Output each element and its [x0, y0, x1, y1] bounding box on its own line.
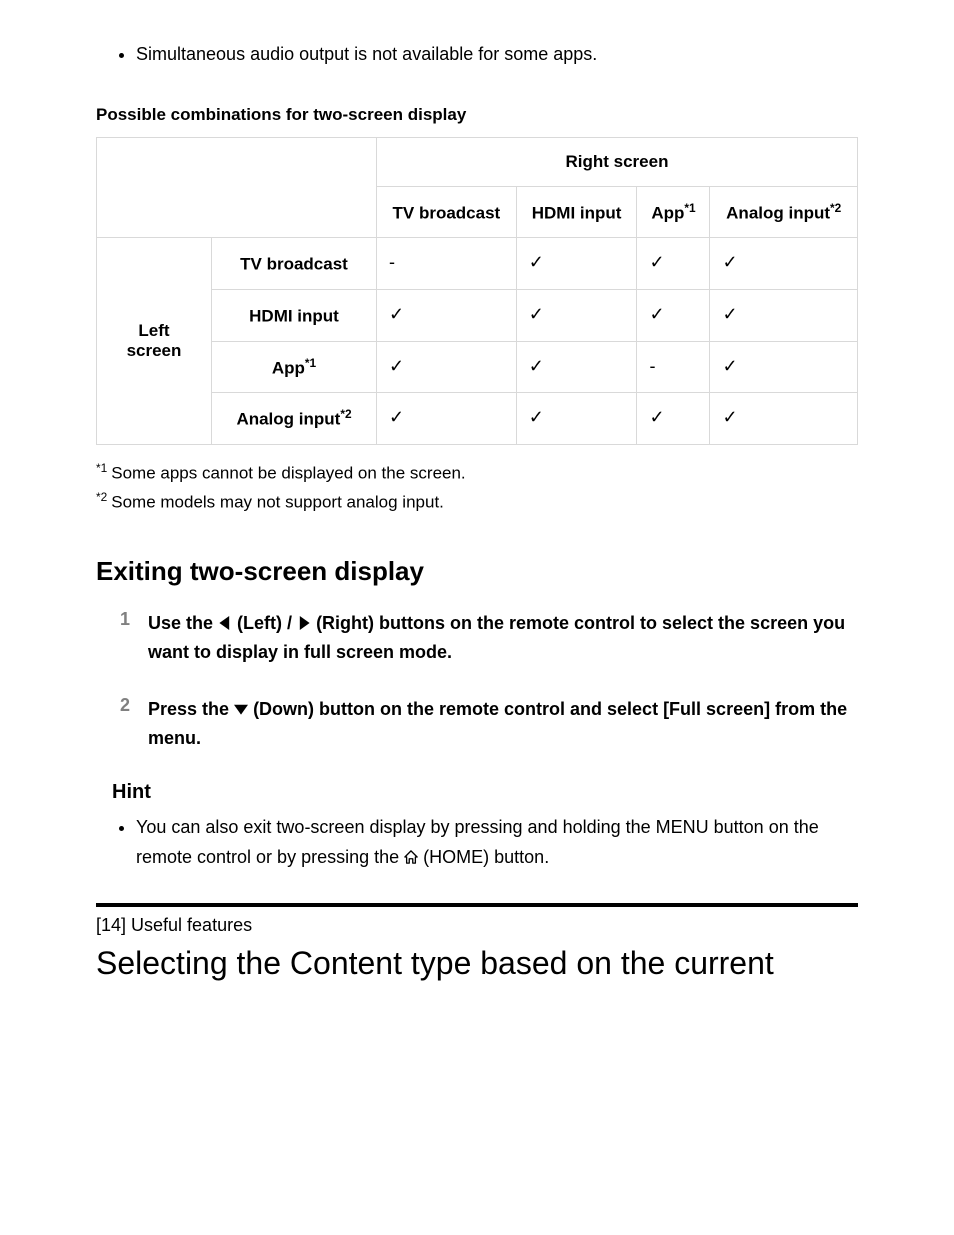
table-head: Right screen TV broadcast HDMI input App…	[97, 137, 858, 238]
table-row: HDMI input ✓ ✓ ✓ ✓	[97, 290, 858, 342]
step-1: 1 Use the (Left) / (Right) buttons on th…	[120, 609, 858, 667]
page-content: Simultaneous audio output is not availab…	[0, 0, 954, 1045]
table-cell: ✓	[516, 393, 637, 445]
right-arrow-icon	[297, 616, 311, 630]
section-divider	[96, 903, 858, 907]
row-header-hdmi: HDMI input	[212, 290, 377, 342]
table-cell: ✓	[710, 290, 858, 342]
right-screen-header: Right screen	[377, 137, 858, 186]
step-body: Use the (Left) / (Right) buttons on the …	[148, 609, 858, 667]
table-cell: ✓	[377, 341, 517, 393]
table-body: Left screen TV broadcast - ✓ ✓ ✓ HDMI in…	[97, 238, 858, 445]
col-header-analog: Analog input*2	[710, 186, 858, 238]
footnote-2: *2Some models may not support analog inp…	[96, 490, 858, 513]
down-arrow-icon	[234, 702, 248, 716]
step-number: 2	[120, 695, 148, 716]
table-row: App*1 ✓ ✓ - ✓	[97, 341, 858, 393]
steps-list: 1 Use the (Left) / (Right) buttons on th…	[96, 609, 858, 752]
row-header-app: App*1	[212, 341, 377, 393]
left-arrow-icon	[218, 616, 232, 630]
table-cell: ✓	[637, 290, 710, 342]
col-header-hdmi: HDMI input	[516, 186, 637, 238]
table-cell: ✓	[516, 290, 637, 342]
intro-bullet-list: Simultaneous audio output is not availab…	[96, 40, 858, 69]
table-cell: ✓	[710, 393, 858, 445]
table-cell: ✓	[710, 341, 858, 393]
table-cell: ✓	[516, 341, 637, 393]
table-row: Left screen TV broadcast - ✓ ✓ ✓	[97, 238, 858, 290]
next-section-title: Selecting the Content type based on the …	[96, 942, 858, 985]
col-header-app: App*1	[637, 186, 710, 238]
row-header-tv: TV broadcast	[212, 238, 377, 290]
intro-bullet-item: Simultaneous audio output is not availab…	[136, 40, 858, 69]
hint-list: You can also exit two-screen display by …	[96, 812, 858, 873]
combinations-table: Right screen TV broadcast HDMI input App…	[96, 137, 858, 445]
row-header-analog: Analog input*2	[212, 393, 377, 445]
table-cell: ✓	[377, 290, 517, 342]
table-cell: ✓	[710, 238, 858, 290]
table-cell: -	[377, 238, 517, 290]
table-cell: ✓	[637, 393, 710, 445]
table-cell: ✓	[637, 238, 710, 290]
breadcrumb: [14] Useful features	[96, 915, 858, 936]
step-2: 2 Press the (Down) button on the remote …	[120, 695, 858, 753]
exiting-heading: Exiting two-screen display	[96, 556, 858, 587]
step-number: 1	[120, 609, 148, 630]
table-cell: -	[637, 341, 710, 393]
table-caption: Possible combinations for two-screen dis…	[96, 105, 858, 125]
footnotes: *1Some apps cannot be displayed on the s…	[96, 461, 858, 512]
hint-heading: Hint	[112, 781, 858, 804]
table-cell: ✓	[516, 238, 637, 290]
home-icon	[404, 850, 418, 864]
step-body: Press the (Down) button on the remote co…	[148, 695, 858, 753]
col-header-tv: TV broadcast	[377, 186, 517, 238]
left-screen-header: Left screen	[97, 238, 212, 445]
table-row: Analog input*2 ✓ ✓ ✓ ✓	[97, 393, 858, 445]
table-cell: ✓	[377, 393, 517, 445]
footnote-1: *1Some apps cannot be displayed on the s…	[96, 461, 858, 484]
hint-item: You can also exit two-screen display by …	[136, 812, 858, 873]
table-corner-cell	[97, 137, 377, 238]
